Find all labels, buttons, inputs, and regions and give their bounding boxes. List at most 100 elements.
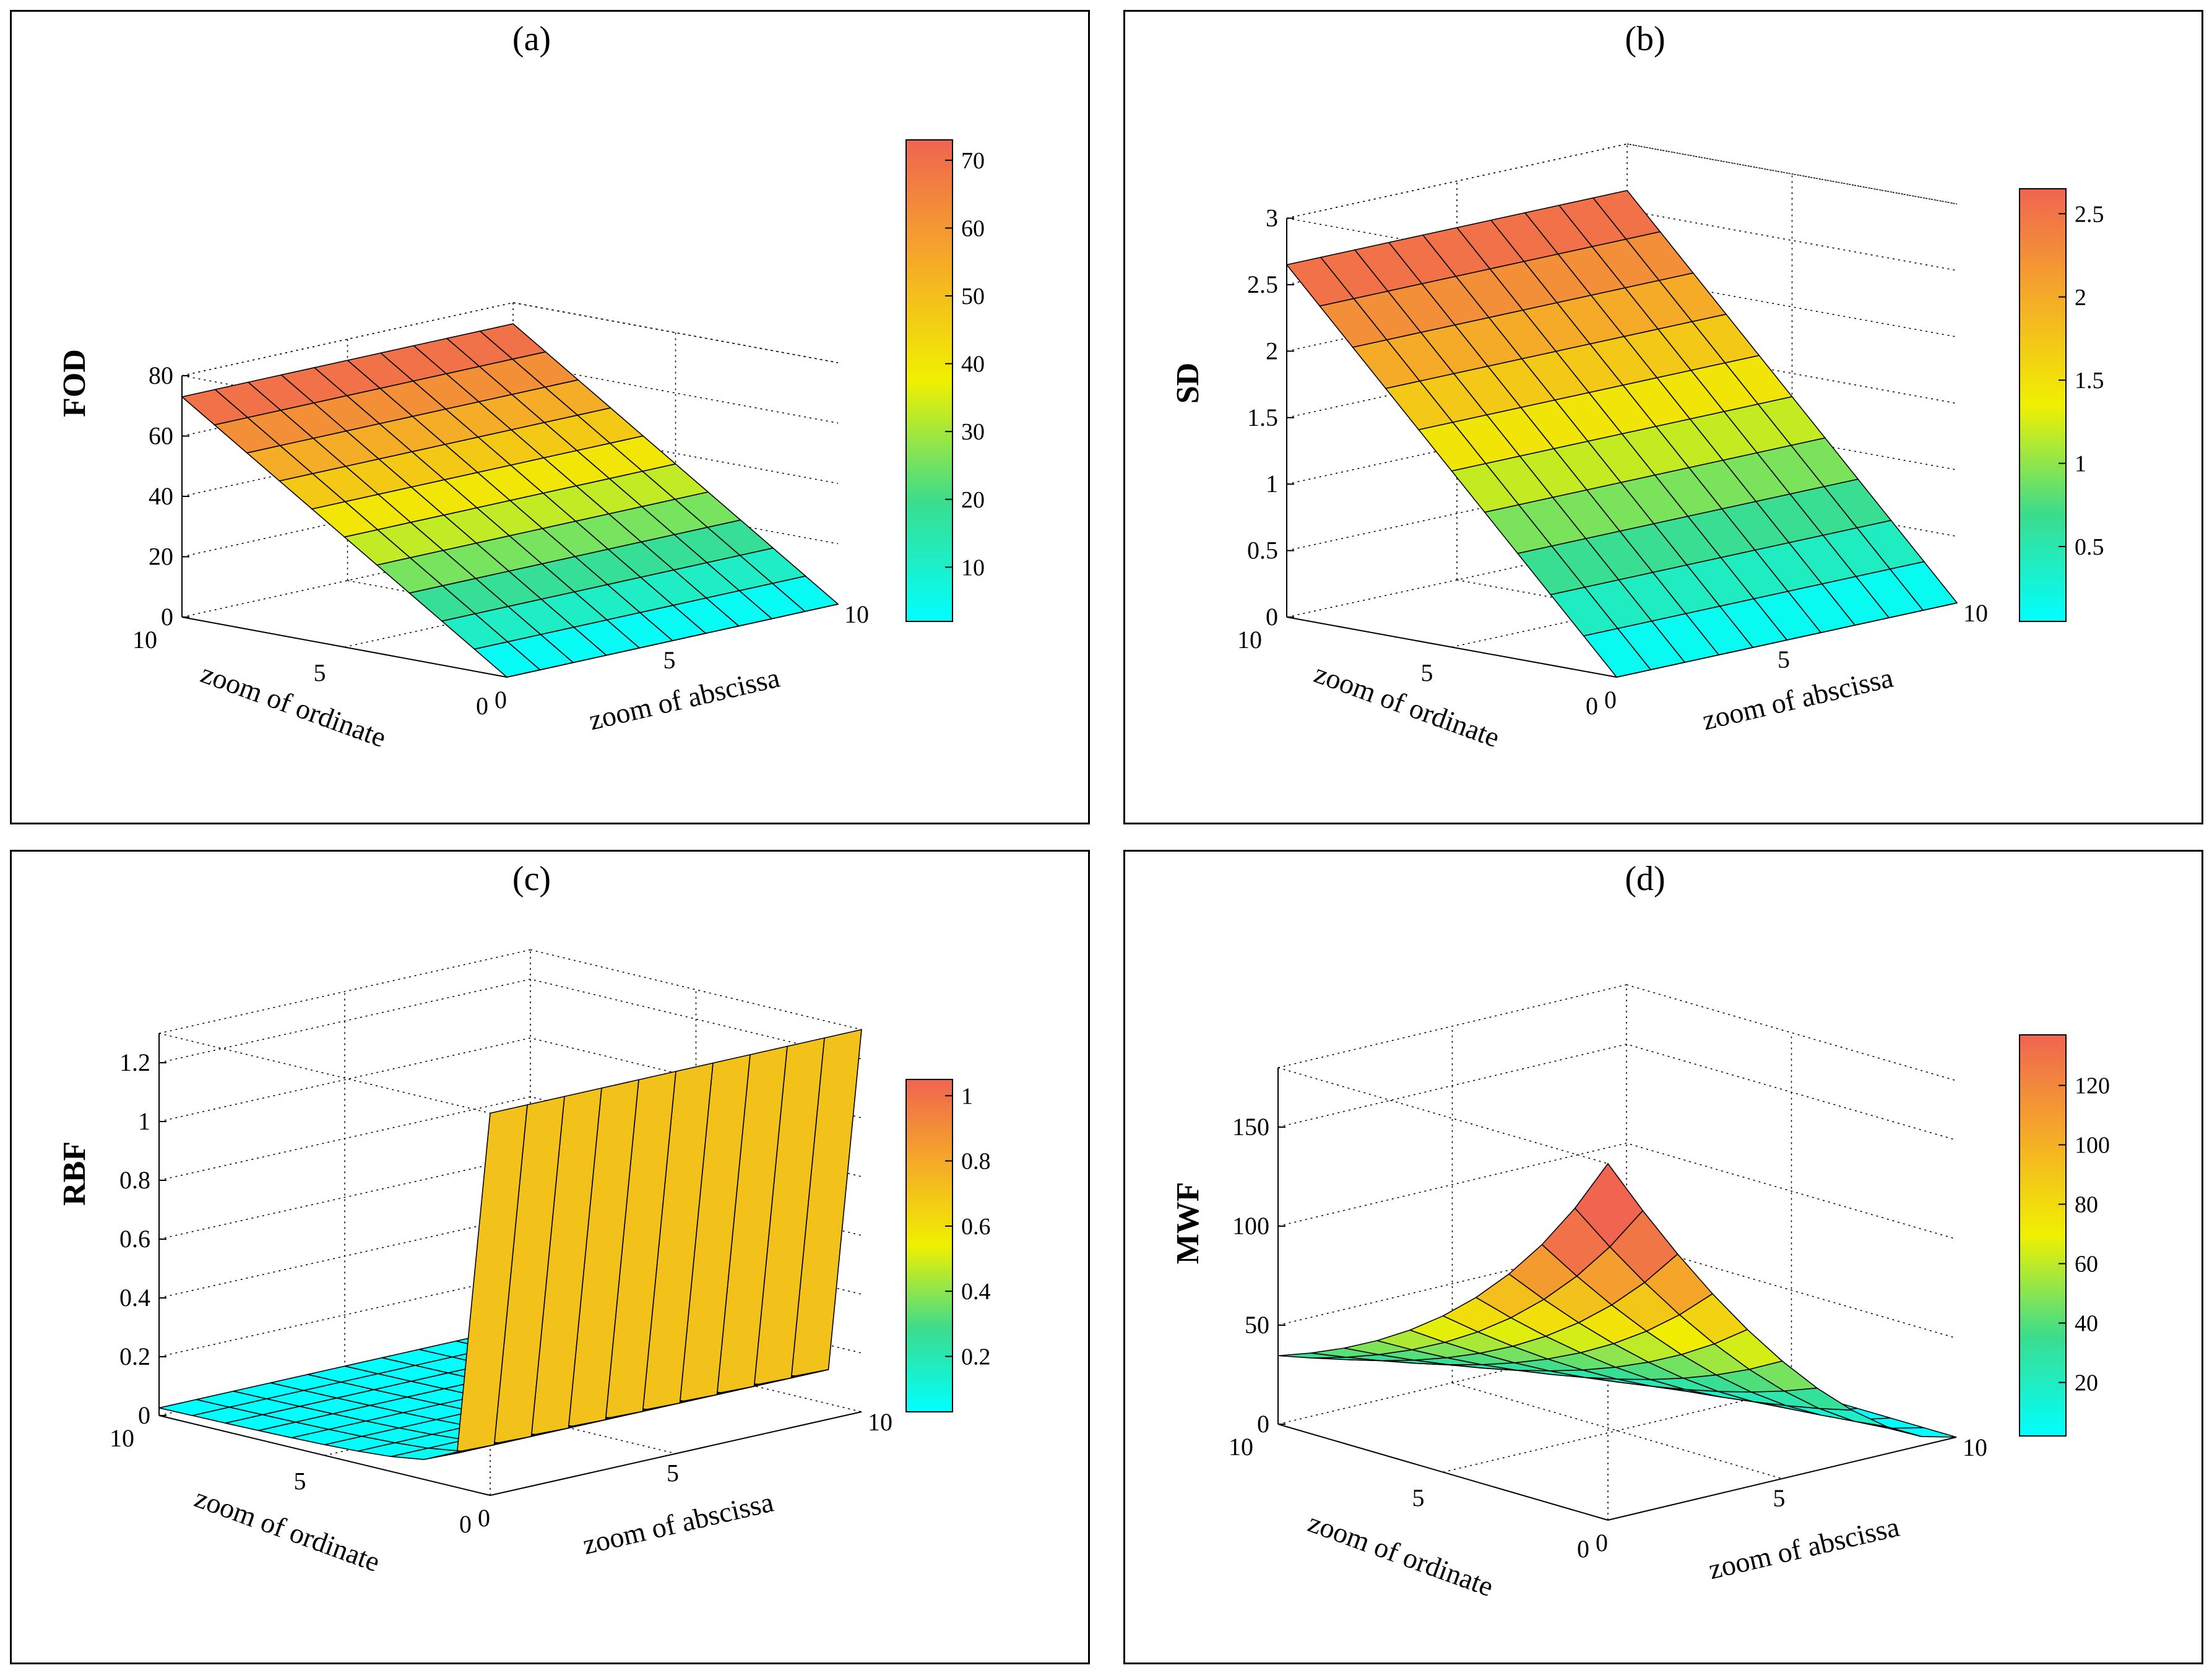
- z-tick-label: 0: [161, 603, 173, 631]
- surface-cell: [1888, 1427, 1957, 1438]
- colorbar: [905, 139, 953, 622]
- box-edge: [158, 949, 531, 1034]
- z-gridline: [181, 302, 839, 376]
- z-tick-label: 0.2: [119, 1342, 150, 1370]
- abscissa-tick-label: 5: [667, 1459, 679, 1487]
- z-tick-label: 80: [149, 361, 173, 389]
- panel-title: (d): [1625, 860, 1665, 898]
- colorbar-tick-label: 60: [2075, 1252, 2098, 1277]
- abscissa-tick-label: 10: [844, 600, 869, 628]
- surface-cell: [158, 1399, 230, 1416]
- ordinate-tick-label: 0: [476, 692, 488, 720]
- abscissa-tick-label: 5: [1778, 646, 1790, 673]
- colorbar-tick-label: 10: [961, 555, 985, 581]
- ordinate-axis: [181, 616, 508, 678]
- ordinate-label: zoom of ordinate: [197, 657, 391, 753]
- surface-mesh: [1277, 1162, 1957, 1438]
- colorbar: [2019, 1034, 2067, 1437]
- colorbar-tick-label: 20: [961, 487, 985, 513]
- z-gridline: [181, 543, 839, 618]
- surface-cell: [1285, 256, 1355, 307]
- ordinate-tick-label: 10: [132, 626, 157, 654]
- colorbar-tick-label: 0.2: [961, 1344, 991, 1370]
- z-tick-label: 1: [138, 1107, 150, 1135]
- z-tick-label: 60: [149, 422, 173, 450]
- colorbar-tick-label: 40: [961, 352, 985, 378]
- z-tick-label: 150: [1232, 1113, 1269, 1141]
- abscissa-axis: [1607, 1437, 1957, 1521]
- box-edge: [1626, 984, 1957, 1081]
- panel-a: (a) 0 20 40 60 80 10 5 0 0 5 10 zoom of abscissa zoom…: [10, 10, 1090, 824]
- colorbar-tick-label: 2: [2075, 285, 2086, 311]
- colorbar-tick-label: 0.5: [2075, 534, 2104, 560]
- ordinate-tick-label: 10: [1237, 626, 1262, 654]
- z-tick-label: 40: [149, 482, 173, 510]
- box-edge: [530, 949, 862, 1031]
- surface-cell: [1277, 1352, 1346, 1359]
- z-tick-label: 0: [1257, 1410, 1269, 1438]
- z-axis-label: RBF: [57, 1141, 92, 1206]
- colorbar-tick-label: 70: [961, 148, 985, 174]
- ordinate-tick-label: 0: [1586, 692, 1598, 720]
- z-tick-label: 50: [1245, 1311, 1269, 1339]
- colorbar: [2019, 188, 2067, 622]
- z-tick-label: 3: [1266, 204, 1278, 232]
- z-tick-label: 1.5: [1247, 404, 1278, 431]
- colorbar-tick-label: 2.5: [2075, 201, 2104, 227]
- colorbar-tick-label: 120: [2075, 1073, 2110, 1099]
- colorbar-tick-label: 30: [961, 419, 985, 445]
- ordinate-tick-label: 5: [294, 1468, 306, 1495]
- colorbar-tick-label: 0.8: [961, 1149, 991, 1175]
- panel-title: (b): [1625, 20, 1665, 58]
- ordinate-tick-label: 0: [1577, 1535, 1589, 1563]
- ordinate-axis: [1286, 616, 1617, 678]
- z-tick-label: 0.4: [119, 1284, 150, 1312]
- z-axis-label: MWF: [1170, 1182, 1206, 1264]
- abscissa-tick-label: 0: [478, 1504, 490, 1532]
- colorbar-tick-label: 20: [2075, 1370, 2098, 1396]
- abscissa-label: zoom of abscissa: [580, 1486, 777, 1560]
- colorbar-tick-label: 0.4: [961, 1279, 991, 1305]
- ordinate-axis: [1277, 1424, 1609, 1521]
- z-tick-label: 2: [1266, 337, 1278, 365]
- panel-title: (a): [512, 20, 551, 58]
- abscissa-tick-label: 5: [1773, 1484, 1786, 1512]
- abscissa-tick-label: 0: [1596, 1529, 1608, 1557]
- box-edge: [1277, 1067, 1609, 1164]
- ordinate-tick-label: 10: [1229, 1433, 1253, 1461]
- z-gridline: [181, 483, 839, 558]
- colorbar-tick-label: 40: [2075, 1311, 2098, 1337]
- z-axis-label: FOD: [57, 349, 92, 417]
- box-edge: [1627, 143, 1958, 205]
- abscissa-tick-label: 5: [663, 646, 676, 674]
- surface-mesh: [1285, 189, 1958, 678]
- panel-c: (c) 0 0.2 0.4 0.6 0.8 1 1.2 10 5 0 0 5 10 zoom of absc…: [10, 850, 1090, 1664]
- colorbar-tick-label: 1: [2075, 451, 2086, 477]
- panel-title: (c): [512, 860, 551, 898]
- ordinate-label: zoom of ordinate: [1304, 1507, 1498, 1602]
- surface-mesh: [158, 1029, 862, 1460]
- surface-cell: [181, 389, 249, 426]
- z-gridline: [158, 979, 862, 1063]
- z-tick-label: 0.6: [119, 1225, 150, 1253]
- z-tick-label: 1: [1266, 470, 1278, 498]
- ordinate-tick-label: 5: [1421, 659, 1433, 687]
- panel-b: (b) 0 0.5 1 1.5 2 2.5 3 10 5 0 0 5 10 zoom of abscissa…: [1123, 10, 2203, 824]
- z-tick-label: 0.5: [1247, 537, 1278, 564]
- z-tick-label: 0: [1266, 603, 1278, 631]
- colorbar-tick-label: 1.5: [2075, 368, 2104, 394]
- z-tick-label: 0.8: [119, 1166, 150, 1194]
- colorbar-tick-label: 80: [2075, 1192, 2098, 1218]
- z-axis-label: SD: [1170, 363, 1206, 404]
- z-tick-label: 2.5: [1247, 270, 1278, 298]
- ordinate-tick-label: 5: [314, 659, 326, 687]
- colorbar-tick-label: 100: [2075, 1133, 2110, 1159]
- abscissa-tick-label: 0: [495, 686, 507, 714]
- colorbar-tick-label: 60: [961, 215, 985, 241]
- colorbar-tick-label: 1: [961, 1083, 973, 1109]
- colorbar-tick-label: 0.6: [961, 1214, 991, 1240]
- z-tick-label: 0: [138, 1401, 150, 1429]
